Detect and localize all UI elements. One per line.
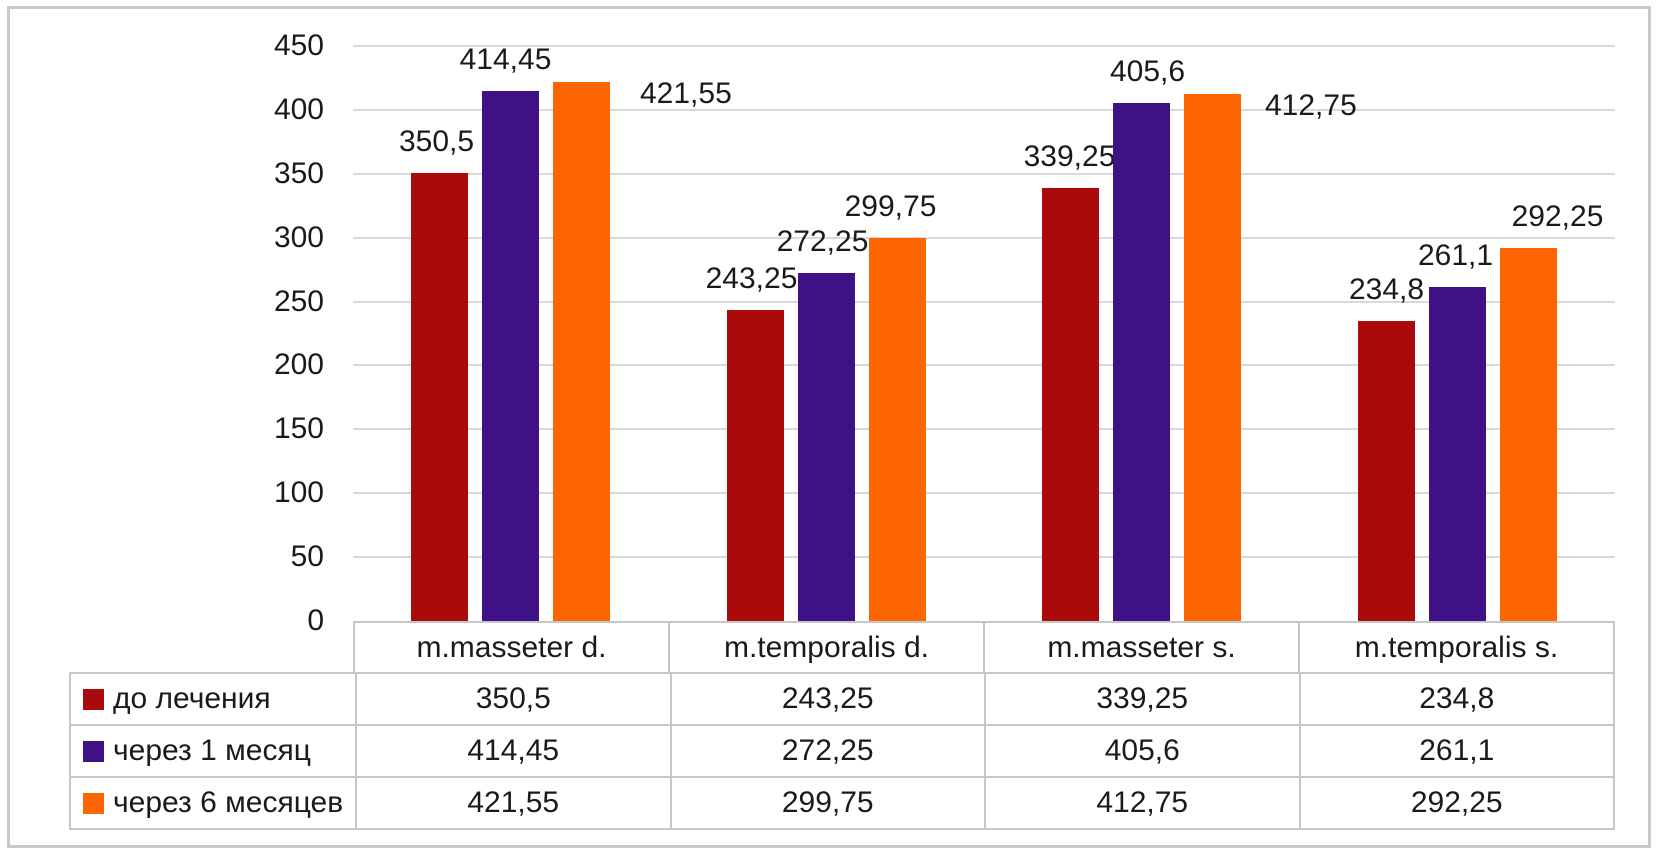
table-row: до лечения 350,5 243,25 339,25 234,8 [71, 674, 1613, 724]
bar-value-label: 299,75 [844, 190, 937, 223]
chart-outer-border [7, 6, 1651, 848]
table-row: через 1 месяц 414,45 272,25 405,6 261,1 [71, 724, 1613, 776]
legend-swatch [83, 792, 104, 814]
legend-cell: до лечения [71, 674, 355, 724]
value-cell: 412,75 [984, 778, 1299, 828]
y-tick-label: 350 [273, 157, 324, 190]
gridline [353, 301, 1615, 303]
bar-через 1 месяц-m.temporalis d. [798, 273, 855, 621]
y-tick-label: 200 [273, 348, 324, 381]
bar-через 1 месяц-m.masseter s. [1113, 103, 1170, 621]
data-table-body: до лечения 350,5 243,25 339,25 234,8 через 1 … [69, 672, 1615, 830]
bar-через 6 месяцев-m.masseter s. [1184, 94, 1241, 621]
bar-value-label: 421,55 [640, 77, 732, 110]
bar-до лечения-m.masseter s. [1042, 188, 1099, 621]
y-tick-label: 450 [273, 29, 324, 62]
data-table-header-row: m.masseter d. m.temporalis d. m.masseter s… [353, 621, 1615, 674]
bar-value-label: 292,25 [1511, 200, 1604, 233]
legend-label: до лечения [113, 682, 271, 715]
value-cell: 299,75 [669, 778, 985, 828]
legend-swatch [83, 740, 104, 762]
value-cell: 234,8 [1298, 674, 1614, 724]
value-cell: 261,1 [1298, 726, 1614, 776]
gridline [353, 173, 1615, 175]
value-cell: 350,5 [355, 674, 670, 724]
bar-value-label: 234,8 [1348, 273, 1425, 306]
bar-value-label: 414,45 [459, 43, 552, 76]
bar-value-label: 405,6 [1109, 55, 1186, 88]
category-header-cell: m.temporalis s. [1298, 623, 1613, 672]
gridline [353, 45, 1615, 47]
bar-value-label: 261,1 [1417, 239, 1494, 272]
legend-label: через 1 месяц [113, 734, 311, 767]
bar-через 6 месяцев-m.temporalis s. [1500, 248, 1557, 621]
legend-cell: через 1 месяц [71, 726, 355, 776]
value-cell: 272,25 [669, 726, 985, 776]
y-tick-label: 300 [273, 221, 324, 254]
gridline [353, 364, 1615, 366]
legend-swatch [83, 688, 104, 710]
y-tick-label: 150 [273, 412, 324, 445]
gridline [353, 492, 1615, 494]
bar-до лечения-m.temporalis s. [1358, 321, 1415, 621]
gridline [353, 428, 1615, 430]
bar-value-label: 272,25 [776, 225, 869, 258]
legend-cell: через 6 месяцев [71, 778, 355, 828]
table-row: через 6 месяцев 421,55 299,75 412,75 292,25 [71, 776, 1613, 828]
y-tick-label: 0 [307, 604, 324, 637]
value-cell: 243,25 [669, 674, 985, 724]
bar-до лечения-m.masseter d. [411, 173, 468, 621]
value-cell: 421,55 [355, 778, 670, 828]
category-header-cell: m.masseter d. [416, 630, 607, 664]
legend-label: через 6 месяцев [113, 786, 344, 819]
value-cell: 292,25 [1298, 778, 1614, 828]
bar-value-label: 350,5 [398, 125, 475, 158]
y-tick-label: 400 [273, 93, 324, 126]
bar-value-label: 243,25 [705, 262, 798, 295]
gridline [353, 556, 1615, 558]
y-tick-label: 50 [290, 540, 324, 573]
y-tick-label: 100 [273, 476, 324, 509]
y-tick-label: 250 [273, 285, 324, 318]
bar-value-label: 339,25 [1023, 140, 1116, 173]
bar-через 6 месяцев-m.masseter d. [553, 82, 610, 621]
bar-до лечения-m.temporalis d. [727, 310, 784, 621]
bar-через 1 месяц-m.masseter d. [482, 91, 539, 621]
value-cell: 339,25 [984, 674, 1299, 724]
category-header-cell: m.masseter s. [983, 623, 1298, 672]
bar-value-label: 412,75 [1265, 89, 1357, 122]
value-cell: 414,45 [355, 726, 670, 776]
gridline [353, 109, 1615, 111]
bar-через 6 месяцев-m.temporalis d. [869, 238, 926, 621]
bar-через 1 месяц-m.temporalis s. [1429, 287, 1486, 621]
value-cell: 405,6 [984, 726, 1299, 776]
category-header-cell: m.temporalis d. [668, 623, 983, 672]
gridline [353, 237, 1615, 239]
